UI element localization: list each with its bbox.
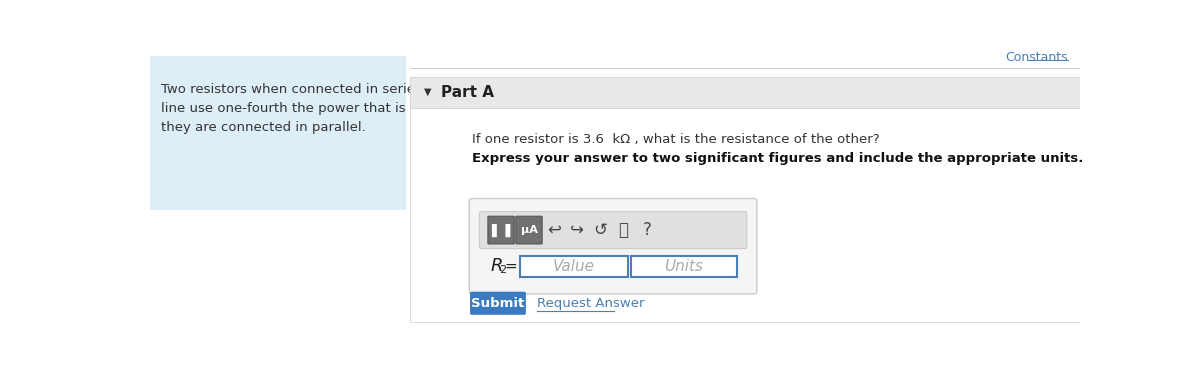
FancyBboxPatch shape <box>479 211 746 249</box>
Text: μA: μA <box>521 225 538 235</box>
Text: Submit: Submit <box>472 297 524 310</box>
Text: Express your answer to two significant figures and include the appropriate units: Express your answer to two significant f… <box>472 152 1084 165</box>
FancyBboxPatch shape <box>516 216 542 244</box>
Bar <box>409 77 1080 108</box>
Text: ?: ? <box>642 221 652 239</box>
Bar <box>630 256 738 277</box>
Text: Request Answer: Request Answer <box>536 297 644 310</box>
FancyBboxPatch shape <box>488 216 515 244</box>
Text: Two resistors when connected in series to a 120-V
line use one-fourth the power : Two resistors when connected in series t… <box>161 83 494 134</box>
Text: ⎗: ⎗ <box>618 221 629 239</box>
FancyBboxPatch shape <box>470 292 526 315</box>
Bar <box>520 256 628 277</box>
Text: Units: Units <box>665 259 703 274</box>
Text: =: = <box>504 259 517 274</box>
Text: Value: Value <box>553 259 595 274</box>
Text: ▼: ▼ <box>424 87 431 97</box>
Text: ▌▐: ▌▐ <box>492 223 511 237</box>
Bar <box>150 56 406 210</box>
FancyBboxPatch shape <box>469 198 757 294</box>
Text: ↺: ↺ <box>593 221 607 239</box>
Bar <box>409 68 1080 69</box>
Text: If one resistor is 3.6  kΩ , what is the resistance of the other?: If one resistor is 3.6 kΩ , what is the … <box>472 133 880 146</box>
Text: ↪: ↪ <box>570 221 584 239</box>
Text: R: R <box>491 257 503 275</box>
Text: Part A: Part A <box>440 85 493 100</box>
Text: ↩: ↩ <box>547 221 560 239</box>
Text: 2: 2 <box>499 265 506 275</box>
Bar <box>409 108 1080 322</box>
Text: Constants: Constants <box>1006 51 1068 64</box>
